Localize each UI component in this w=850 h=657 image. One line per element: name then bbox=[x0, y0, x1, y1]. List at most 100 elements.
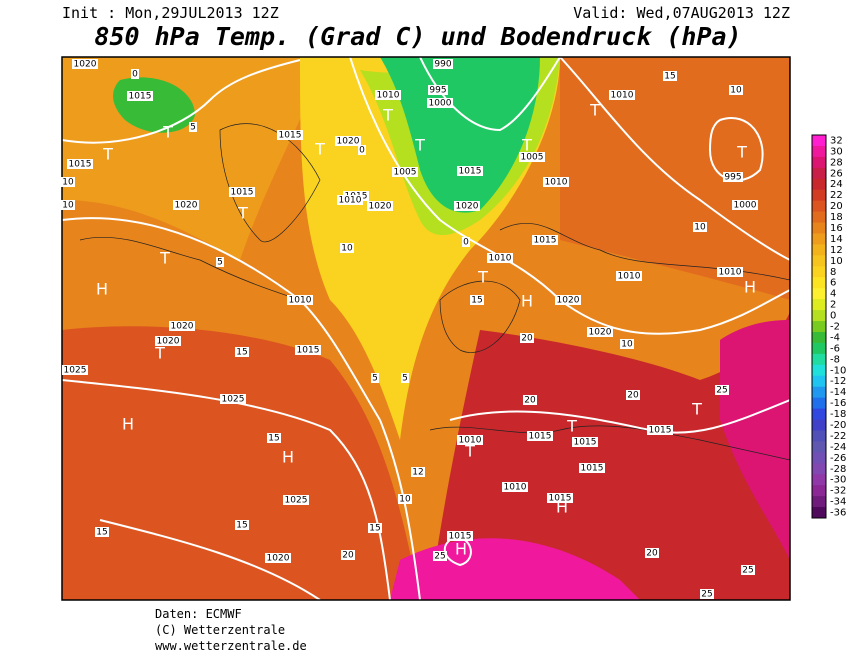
contour-label: 1015 bbox=[534, 236, 557, 246]
contour-label: 10 bbox=[694, 223, 706, 233]
pressure-center: H bbox=[521, 292, 533, 311]
contour-label: 1010 bbox=[719, 268, 742, 278]
label-box bbox=[502, 482, 528, 492]
colorbar-label: 4 bbox=[830, 289, 836, 300]
pressure-center: T bbox=[589, 101, 600, 120]
colorbar-label: 18 bbox=[830, 212, 843, 223]
label-box bbox=[358, 145, 366, 155]
contour-label: 1020 bbox=[557, 296, 580, 306]
pressure-center: T bbox=[382, 106, 393, 125]
colorbar-cell bbox=[812, 331, 826, 344]
contour-label: 1010 bbox=[504, 483, 527, 493]
contour-label: 1010 bbox=[618, 272, 641, 282]
contour-label: 15 bbox=[369, 524, 380, 534]
label-box bbox=[267, 433, 281, 443]
label-box bbox=[700, 589, 714, 599]
label-box bbox=[67, 159, 93, 169]
contour-label: 1010 bbox=[339, 196, 362, 206]
label-box bbox=[95, 527, 109, 537]
label-box bbox=[392, 167, 418, 177]
label-box bbox=[371, 373, 379, 383]
source: Daten: ECMWF bbox=[155, 607, 242, 621]
label-box bbox=[189, 122, 197, 132]
colorbar-label: -14 bbox=[830, 387, 846, 398]
label-box bbox=[265, 553, 291, 563]
contour-label: 990 bbox=[434, 60, 451, 70]
contour-label: 1015 bbox=[649, 426, 672, 436]
contour-label: 15 bbox=[96, 528, 107, 538]
colorbar-label: 16 bbox=[830, 223, 843, 234]
colorbar-cell bbox=[812, 364, 826, 377]
colorbar-cell bbox=[812, 255, 826, 267]
label-box bbox=[543, 177, 569, 187]
colorbar-cell bbox=[812, 463, 826, 475]
label-box bbox=[340, 243, 354, 253]
colorbar-label: -12 bbox=[830, 376, 846, 387]
contour-label: 15 bbox=[268, 434, 279, 444]
pressure-center: T bbox=[154, 344, 165, 363]
colorbar-cell bbox=[812, 222, 826, 234]
contour-label: 0 bbox=[463, 238, 469, 248]
label-box bbox=[572, 437, 598, 447]
label-box bbox=[277, 130, 303, 140]
label-box bbox=[741, 565, 755, 575]
pressure-center: T bbox=[237, 204, 248, 223]
pressure-center: H bbox=[122, 415, 134, 434]
label-box bbox=[335, 136, 361, 146]
contour-label: 1010 bbox=[545, 178, 568, 188]
contour-label: 10 bbox=[621, 340, 633, 350]
contour-label: 1015 bbox=[231, 188, 254, 198]
copyright: (C) Wetterzentrale bbox=[155, 623, 285, 637]
colorbar-cell bbox=[812, 353, 826, 366]
contour-label: 5 bbox=[372, 374, 378, 384]
label-box bbox=[341, 550, 355, 560]
label-box bbox=[367, 201, 393, 211]
colorbar-cell bbox=[812, 135, 826, 147]
contour-label: 1005 bbox=[521, 153, 544, 163]
label-box bbox=[398, 494, 412, 504]
contour-label: 1020 bbox=[369, 202, 392, 212]
colorbar-cell bbox=[812, 474, 826, 486]
colorbar-cell bbox=[812, 375, 826, 388]
pressure-center: H bbox=[556, 498, 568, 517]
label-box bbox=[626, 390, 640, 400]
colorbar-label: -4 bbox=[830, 332, 840, 343]
label-box bbox=[579, 463, 605, 473]
contour-label: 0 bbox=[359, 146, 365, 156]
colorbar-label: 2 bbox=[830, 300, 836, 311]
label-box bbox=[216, 257, 224, 267]
map-frame bbox=[61, 56, 791, 601]
colorbar-cell bbox=[812, 386, 826, 399]
contour-label: 1015 bbox=[581, 464, 604, 474]
colorbar-label: -36 bbox=[830, 508, 846, 519]
contour-label: 1000 bbox=[429, 99, 452, 109]
contour-label: 10 bbox=[62, 201, 74, 211]
label-box bbox=[337, 195, 363, 205]
contour-label: 25 bbox=[742, 566, 753, 576]
contour-label: 15 bbox=[664, 72, 675, 82]
label-box bbox=[729, 85, 743, 95]
colorbar-label: 24 bbox=[830, 179, 843, 190]
contour-label: 10 bbox=[730, 86, 742, 96]
colorbar-frame bbox=[811, 134, 827, 519]
colorbar-label: 26 bbox=[830, 168, 843, 179]
contour-label: 1010 bbox=[489, 254, 512, 264]
colorbar-cell bbox=[812, 167, 826, 180]
colorbar-cell bbox=[812, 419, 826, 431]
pressure-center: T bbox=[159, 249, 170, 268]
label-box bbox=[717, 267, 743, 277]
pressure-center: H bbox=[455, 540, 467, 559]
colorbar-label: -30 bbox=[830, 475, 846, 486]
colorbar-cell bbox=[812, 342, 826, 355]
label-box bbox=[427, 98, 453, 108]
label-box bbox=[62, 365, 88, 375]
colorbar-label: -28 bbox=[830, 464, 846, 475]
pressure-center: T bbox=[314, 140, 325, 159]
pressure-center: H bbox=[96, 280, 108, 299]
contour-label: 20 bbox=[627, 391, 639, 401]
label-box bbox=[447, 531, 473, 541]
label-box bbox=[547, 493, 573, 503]
colorbar-label: 12 bbox=[830, 245, 843, 256]
init-time: Init : Mon,29JUL2013 12Z bbox=[62, 4, 279, 22]
colorbar-cell bbox=[812, 299, 826, 311]
